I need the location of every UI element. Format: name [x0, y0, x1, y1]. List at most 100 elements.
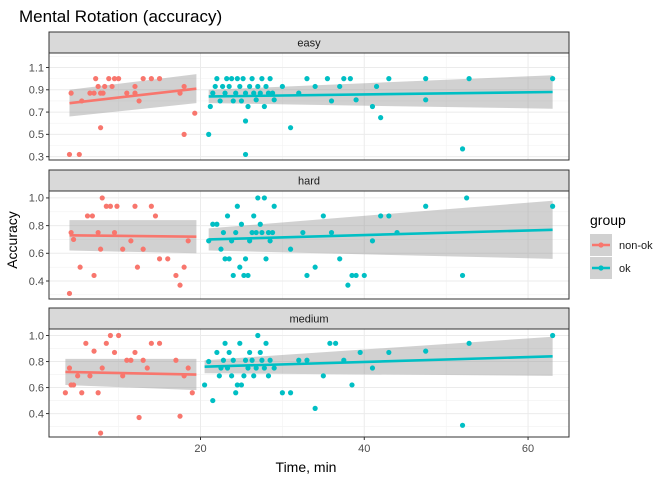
data-point-ok: [373, 83, 380, 90]
data-point-non-ok: [148, 340, 154, 346]
data-point-ok: [328, 229, 335, 236]
data-point-ok: [237, 83, 243, 90]
data-point-ok: [233, 229, 239, 236]
data-point-ok: [255, 332, 261, 339]
data-point-ok: [206, 358, 212, 365]
panel-hard: hard 0.4 0.6 0.8 1.0: [29, 169, 570, 300]
data-point-ok: [357, 349, 363, 356]
panel-background: [49, 53, 569, 160]
y-tick-label: 0.6: [29, 382, 44, 394]
data-point-ok: [242, 357, 249, 363]
data-point-ok: [237, 264, 243, 270]
legend-label: ok: [619, 263, 631, 275]
panel-medium: medium 0.4 0.6 0.8 1.0: [29, 307, 570, 438]
data-point-non-ok: [62, 390, 68, 396]
data-point-non-ok: [189, 390, 195, 396]
data-point-non-ok: [107, 203, 114, 209]
data-point-ok: [251, 213, 257, 219]
data-point-ok: [287, 246, 294, 252]
data-point-ok: [259, 76, 265, 82]
data-point-ok: [207, 103, 213, 110]
data-point-ok: [220, 357, 227, 363]
data-point-ok: [255, 195, 261, 201]
data-point-non-ok: [144, 365, 150, 371]
plot-area: [62, 332, 556, 436]
y-tick-label: 0.5: [29, 129, 44, 141]
data-point-non-ok: [68, 229, 74, 236]
y-tick-label: 0.4: [29, 276, 44, 288]
confidence-band-ok: [204, 336, 553, 376]
data-point-non-ok: [140, 357, 146, 363]
data-point-ok: [328, 98, 335, 104]
data-point-non-ok: [181, 131, 187, 137]
data-point-ok: [214, 76, 220, 82]
data-point-non-ok: [95, 229, 101, 236]
y-tick-label: 0.8: [29, 356, 44, 368]
data-point-non-ok: [128, 238, 134, 244]
data-point-non-ok: [77, 264, 83, 270]
data-point-ok: [222, 90, 228, 96]
x-tick-label: 40: [358, 443, 370, 455]
data-point-ok: [238, 382, 245, 388]
data-point-ok: [265, 373, 272, 379]
data-point-ok: [341, 76, 347, 82]
data-point-ok: [234, 76, 240, 82]
data-point-non-ok: [132, 83, 138, 90]
data-point-ok: [378, 213, 384, 219]
data-point-ok: [267, 238, 273, 244]
data-point-non-ok: [173, 272, 179, 279]
data-point-ok: [267, 357, 273, 363]
data-point-ok: [464, 195, 470, 201]
data-point-non-ok: [185, 238, 191, 244]
data-point-ok: [242, 90, 249, 96]
data-point-non-ok: [91, 90, 97, 96]
y-tick-label: 1.1: [29, 62, 44, 74]
data-point-ok: [369, 103, 376, 110]
y-tick-label: 0.8: [29, 220, 44, 232]
data-point-ok: [220, 83, 226, 90]
chart-title: Mental Rotation (accuracy): [19, 7, 222, 26]
data-point-non-ok: [132, 349, 138, 356]
y-tick-label: 0.7: [29, 107, 44, 119]
data-point-ok: [245, 103, 251, 110]
data-point-ok: [224, 76, 230, 82]
data-point-ok: [550, 203, 556, 209]
data-point-non-ok: [111, 349, 118, 356]
data-point-non-ok: [66, 365, 73, 371]
data-point-non-ok: [75, 373, 81, 379]
legend-key-point: [598, 265, 604, 271]
data-point-ok: [253, 97, 259, 103]
data-point-non-ok: [99, 365, 105, 371]
confidence-band-non-ok: [65, 358, 197, 391]
data-point-ok: [550, 332, 556, 339]
data-point-non-ok: [103, 340, 109, 346]
data-point-ok: [210, 90, 216, 96]
data-point-ok: [279, 83, 285, 90]
data-point-non-ok: [91, 348, 97, 354]
data-point-ok: [271, 97, 277, 103]
y-tick-label: 0.6: [29, 248, 44, 260]
data-point-ok: [263, 83, 269, 90]
data-point-ok: [241, 272, 247, 279]
data-point-non-ok: [152, 213, 159, 219]
data-point-non-ok: [79, 390, 85, 396]
legend-key-point: [598, 242, 604, 248]
data-point-non-ok: [111, 76, 118, 82]
data-point-non-ok: [120, 246, 126, 252]
data-point-ok: [353, 97, 359, 103]
trend-line-non-ok: [65, 370, 197, 376]
data-point-non-ok: [156, 76, 163, 82]
data-point-non-ok: [66, 290, 73, 297]
data-point-ok: [212, 83, 218, 90]
data-point-ok: [233, 90, 239, 96]
data-point-ok: [238, 221, 245, 227]
data-point-non-ok: [192, 110, 198, 116]
data-point-ok: [269, 229, 276, 236]
data-point-ok: [241, 373, 247, 379]
data-point-non-ok: [173, 357, 179, 363]
data-point-ok: [229, 373, 235, 379]
data-point-ok: [206, 131, 212, 137]
data-point-non-ok: [91, 272, 97, 279]
data-point-non-ok: [102, 83, 108, 90]
y-axis-label: Accuracy: [4, 211, 20, 269]
